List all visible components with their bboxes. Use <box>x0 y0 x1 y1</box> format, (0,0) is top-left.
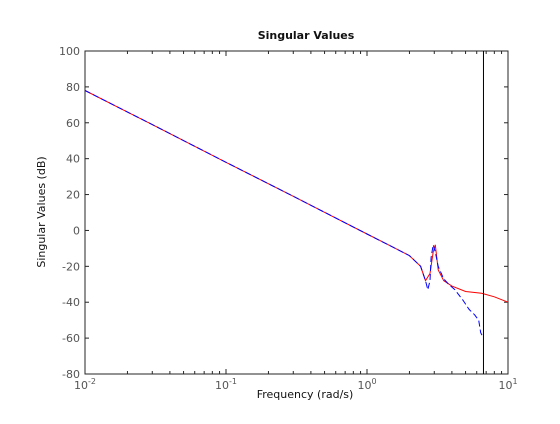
x-tick-label: 10-1 <box>215 377 237 392</box>
x-tick-label: 101 <box>498 377 517 392</box>
series-line-2 <box>84 90 484 337</box>
y-tick-label: 40 <box>66 153 80 166</box>
y-axis-label: Singular Values (dB) <box>35 156 48 267</box>
y-tick-label: 80 <box>66 81 80 94</box>
y-tick-label: -40 <box>62 296 80 309</box>
y-tick-label: -80 <box>62 368 80 381</box>
y-tick-label: 100 <box>59 45 80 58</box>
x-axis-label: Frequency (rad/s) <box>257 388 354 401</box>
y-tick-label: 60 <box>66 117 80 130</box>
series-line-1 <box>84 90 509 303</box>
y-tick-label: -20 <box>62 260 80 273</box>
y-tick-label: 0 <box>73 224 80 237</box>
x-tick-label: 10-2 <box>74 377 96 392</box>
chart-title: Singular Values <box>258 29 355 42</box>
axes-box <box>84 50 509 375</box>
x-tick-label: 100 <box>357 377 376 392</box>
y-tick-label: -60 <box>62 332 80 345</box>
y-tick-label: 20 <box>66 189 80 202</box>
